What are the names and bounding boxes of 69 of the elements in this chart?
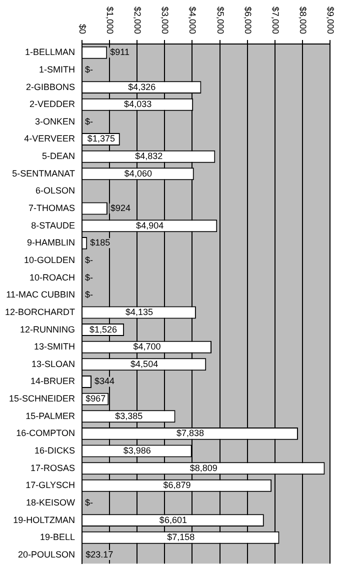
data-label: $3,986 [123, 446, 151, 456]
x-tick-label: $9,000 [326, 6, 336, 34]
y-tick-label: 14-BRUER [30, 376, 76, 386]
x-tick-label: $2,000 [132, 6, 143, 34]
data-label: $7,838 [176, 428, 204, 438]
x-tick-label: $1,000 [105, 6, 116, 34]
data-label: $6,601 [159, 514, 187, 525]
y-tick-label: 19-BELL [40, 532, 76, 542]
x-tick-label: $5,000 [215, 6, 226, 34]
data-label: $4,832 [135, 151, 163, 162]
y-tick-label: 3-ONKEN [34, 116, 76, 126]
y-tick-label: 13-SLOAN [31, 358, 76, 369]
y-tick-label: 12-BORCHARDT [4, 306, 76, 317]
x-tick-label: $7,000 [270, 6, 280, 34]
data-label: $23.17 [86, 549, 114, 560]
y-tick-label: 4-VERVEER [24, 134, 76, 144]
data-label: $4,135 [125, 306, 153, 317]
data-label: $- [85, 497, 94, 508]
y-tick-label: 17-GLYSCH [26, 480, 76, 490]
y-tick-label: 9-HAMBLIN [26, 238, 76, 248]
data-label: $4,033 [124, 99, 152, 110]
y-tick-label: 16-DICKS [34, 446, 76, 456]
data-label: $7,158 [167, 532, 195, 542]
data-label: $- [85, 272, 94, 282]
y-tick-label: 1-BELLMAN [24, 47, 76, 58]
y-tick-label: 17-ROSAS [30, 462, 76, 473]
y-tick-label: 15-SCHNEIDER [8, 394, 76, 404]
y-tick-label: 18-KEISOW [26, 497, 76, 508]
data-label: $8,809 [190, 462, 218, 473]
y-tick-label: 11-MAC CUBBIN [6, 290, 76, 300]
data-label: $- [85, 290, 94, 300]
y-tick-label: 6-OLSON [35, 186, 76, 196]
y-tick-label: 8-STAUDE [31, 220, 76, 230]
x-tick-label: $6,000 [242, 6, 253, 34]
data-label: $- [85, 64, 94, 74]
data-label: $- [85, 116, 94, 126]
x-tick-label: $0 [78, 24, 88, 34]
y-tick-label: 12-RUNNING [20, 324, 76, 334]
y-tick-label: 10-GOLDEN [24, 254, 76, 265]
y-tick-label: 16-COMPTON [16, 428, 76, 438]
data-label: $1,375 [87, 134, 115, 144]
data-label: $3,385 [115, 410, 143, 421]
y-tick-label: 20-POULSON [18, 549, 76, 560]
data-label: $- [85, 254, 94, 265]
y-tick-label: 2-VEDDER [29, 99, 76, 110]
x-tick-label: $8,000 [298, 6, 308, 34]
data-label: $6,879 [163, 480, 191, 490]
data-label: $4,326 [128, 82, 156, 92]
y-tick-label: 15-PALMER [26, 410, 76, 421]
y-tick-label: 5-DEAN [42, 151, 76, 162]
y-tick-label: 7-THOMAS [28, 203, 76, 214]
y-tick-label: 1-SMITH [39, 64, 76, 74]
data-label: $4,504 [130, 358, 158, 369]
y-tick-label: 2-GIBBONS [26, 82, 76, 92]
y-tick-label: 13-SMITH [34, 342, 76, 352]
y-tick-label: 5-SENTMANAT [12, 168, 76, 178]
data-label: $4,060 [124, 168, 152, 178]
data-label: $4,904 [136, 220, 164, 230]
x-tick-label: $3,000 [160, 6, 170, 34]
data-label: $911 [110, 47, 130, 58]
data-label: $185 [90, 238, 110, 248]
y-tick-label: 10-ROACH [29, 272, 76, 282]
data-label: $967 [86, 394, 106, 404]
data-label: $924 [110, 203, 130, 214]
y-tick-label: 19-HOLTZMAN [13, 514, 76, 525]
data-label: $4,700 [133, 342, 161, 352]
x-tick-label: $4,000 [188, 6, 198, 34]
data-label: $1,526 [90, 324, 118, 334]
data-label: $344 [94, 376, 115, 386]
